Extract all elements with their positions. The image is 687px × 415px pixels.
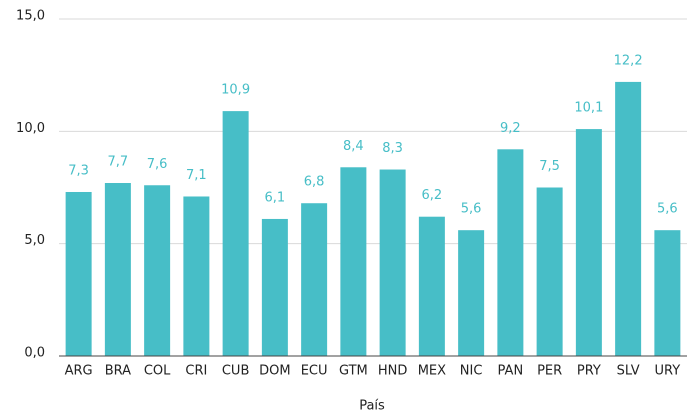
data-label: 6,8 xyxy=(304,175,325,190)
bar xyxy=(65,191,92,356)
x-tick-label: BRA xyxy=(105,364,131,379)
bar xyxy=(340,167,367,356)
bar xyxy=(301,203,328,356)
data-label: 10,1 xyxy=(574,101,603,116)
y-tick-label: 15,0 xyxy=(16,9,45,24)
x-tick-label: NIC xyxy=(460,364,483,379)
bar xyxy=(654,230,681,356)
bar xyxy=(261,218,288,356)
x-tick-label: URY xyxy=(655,364,681,379)
data-label: 7,7 xyxy=(108,155,129,170)
y-tick-label: 0,0 xyxy=(24,346,45,361)
x-tick-label: ECU xyxy=(301,364,328,379)
x-tick-label: PAN xyxy=(498,364,524,379)
data-label: 7,5 xyxy=(539,159,560,174)
x-tick-label: GTM xyxy=(339,364,368,379)
bar xyxy=(183,196,210,356)
x-tick-label: MEX xyxy=(418,364,446,379)
data-label: 7,3 xyxy=(68,163,89,178)
x-tick-label: CRI xyxy=(185,364,207,379)
data-label: 6,2 xyxy=(422,188,443,203)
data-label: 9,2 xyxy=(500,121,521,136)
bar xyxy=(418,216,445,356)
x-tick-label: HND xyxy=(378,364,408,379)
data-label: 7,6 xyxy=(147,157,168,172)
bar xyxy=(536,187,563,356)
data-label: 8,3 xyxy=(382,141,403,156)
x-axis-label: País xyxy=(359,399,385,414)
x-tick-label: PER xyxy=(537,364,562,379)
bar xyxy=(497,149,524,356)
bar xyxy=(615,81,642,356)
x-tick-label: DOM xyxy=(259,364,290,379)
x-tick-label: COL xyxy=(144,364,171,379)
y-tick-label: 5,0 xyxy=(24,233,45,248)
y-tick-label: 10,0 xyxy=(16,121,45,136)
bar xyxy=(575,129,602,356)
bar xyxy=(458,230,485,356)
data-label: 10,9 xyxy=(221,83,250,98)
bar xyxy=(104,183,131,356)
data-label: 12,2 xyxy=(614,53,643,68)
x-tick-label: ARG xyxy=(65,364,93,379)
x-tick-label: SLV xyxy=(617,364,640,379)
data-label: 8,4 xyxy=(343,139,364,154)
x-tick-label: CUB xyxy=(222,364,250,379)
data-label: 5,6 xyxy=(657,202,678,217)
bar xyxy=(379,169,406,356)
x-tick-label: PRY xyxy=(577,364,601,379)
data-label: 7,1 xyxy=(186,168,207,183)
bar xyxy=(144,185,171,356)
bar xyxy=(222,111,249,356)
data-label: 5,6 xyxy=(461,202,482,217)
data-label: 6,1 xyxy=(265,190,286,205)
